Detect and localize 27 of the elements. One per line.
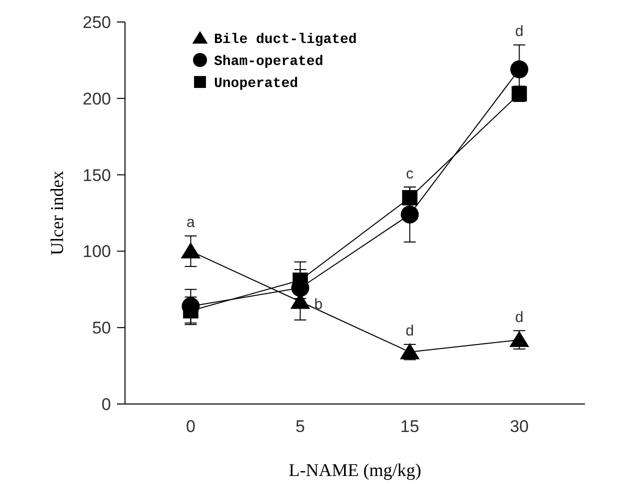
y-tick-label: 100 xyxy=(82,242,111,262)
point xyxy=(402,190,418,206)
point xyxy=(180,242,201,258)
annotation: d xyxy=(515,23,524,40)
annotation: c xyxy=(406,165,414,182)
legend-label: Bile duct-ligated xyxy=(214,32,357,48)
point xyxy=(510,60,528,78)
annotation: d xyxy=(406,322,414,340)
y-tick-label: 150 xyxy=(82,166,111,185)
x-axis-title: L-NAME (mg/kg) xyxy=(288,460,422,480)
y-tick-label: 250 xyxy=(82,12,111,32)
x-tick-label: 0 xyxy=(186,417,196,436)
annotation: b xyxy=(314,296,323,313)
point xyxy=(400,343,420,360)
x-tick-label: 30 xyxy=(510,417,529,436)
annotation: a xyxy=(186,214,196,232)
x-tick-label: 5 xyxy=(296,417,305,436)
annotation: d xyxy=(515,308,524,326)
y-tick-label: 50 xyxy=(92,318,111,338)
y-axis-title: Ulcer index xyxy=(47,170,67,256)
point xyxy=(400,206,419,224)
point xyxy=(509,330,530,348)
y-tick-label: 0 xyxy=(102,394,111,414)
x-tick-label: 15 xyxy=(400,417,420,436)
y-tick-label: 200 xyxy=(82,89,111,108)
legend-label: Unoperated xyxy=(214,76,298,92)
legend-label: Sham-operated xyxy=(214,54,324,70)
